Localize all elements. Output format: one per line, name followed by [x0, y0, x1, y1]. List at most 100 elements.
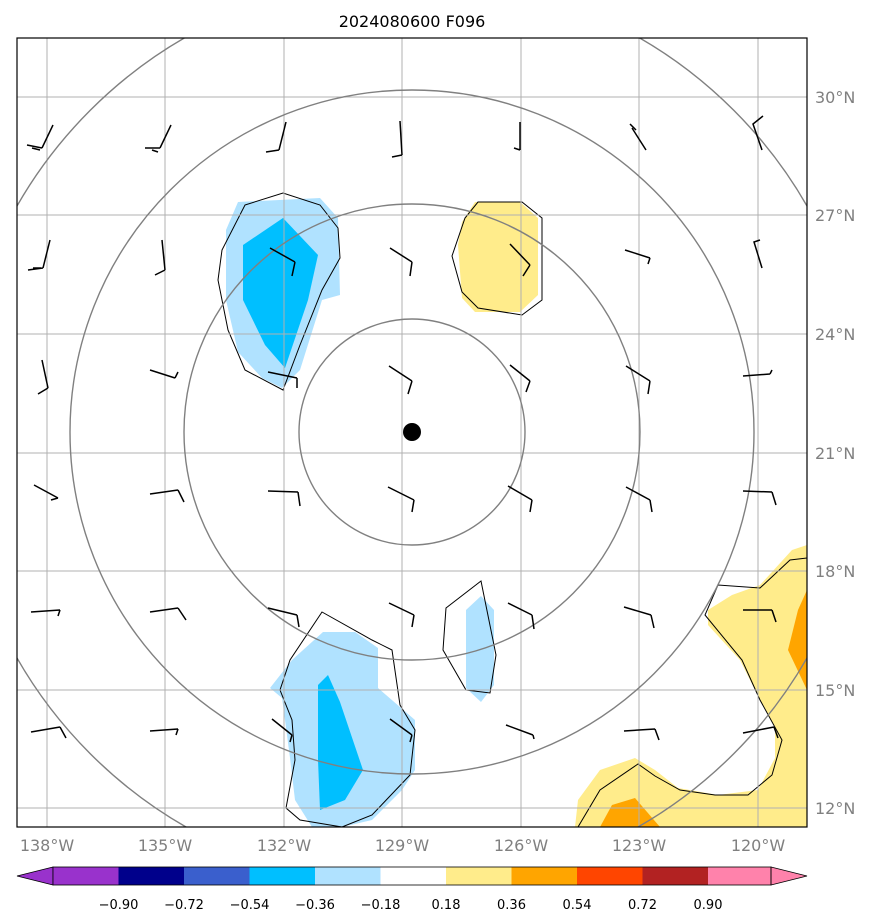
range-ring	[298, 318, 526, 546]
colorbar-segment	[53, 867, 119, 885]
wind-barb	[507, 602, 535, 630]
lat-axis-labels: 12°N 15°N 18°N 21°N 24°N 27°N 30°N	[815, 88, 855, 818]
storm-center-marker	[403, 423, 421, 441]
colorbar-tick-label: 0.90	[694, 898, 723, 913]
colorbar-tick-label: −0.90	[99, 898, 139, 913]
wind-barb	[149, 489, 185, 503]
wind-barb	[30, 609, 61, 617]
wind-barb	[30, 726, 67, 739]
colorbar-tick-label: 0.36	[497, 898, 526, 913]
colorbar-segment	[118, 867, 184, 885]
wind-barb	[624, 249, 651, 265]
wind-barb	[389, 718, 413, 743]
colorbar-segment	[446, 867, 512, 885]
colorbar: −0.90 −0.72 −0.54 −0.36 −0.18 0.18 0.36 …	[16, 866, 808, 913]
filled-contours	[226, 198, 807, 827]
range-ring	[17, 38, 807, 827]
wind-barb	[388, 602, 415, 628]
lat-tick-label: 15°N	[815, 681, 855, 700]
wind-barb	[149, 369, 179, 379]
negative-anomaly-region-strong	[243, 218, 318, 368]
colorbar-extend-low	[16, 866, 54, 886]
wind-barb	[505, 724, 535, 740]
positive-anomaly-region	[458, 202, 538, 312]
wind-barb	[389, 247, 413, 277]
colorbar-outline	[52, 866, 772, 886]
lon-tick-label: 120°W	[731, 836, 786, 855]
lat-tick-label: 12°N	[815, 799, 855, 818]
wind-barb	[27, 239, 51, 271]
lon-tick-label: 138°W	[20, 836, 75, 855]
colorbar-segment	[577, 867, 643, 885]
wind-barb	[743, 609, 777, 623]
map-gridlines	[17, 38, 807, 827]
contour-line	[217, 192, 341, 391]
wind-barb	[269, 247, 296, 277]
lon-axis-labels: 138°W 135°W 132°W 129°W 126°W 123°W 120°…	[20, 836, 786, 855]
wind-barb	[149, 607, 187, 621]
positive-anomaly-region-strong	[600, 798, 660, 827]
colorbar-tick-label: −0.36	[295, 898, 335, 913]
wind-barb	[271, 718, 293, 743]
lat-tick-label: 27°N	[815, 206, 855, 225]
wind-barb	[37, 359, 49, 395]
wind-barb	[388, 365, 413, 395]
colorbar-segment	[380, 867, 446, 885]
wind-barb	[33, 484, 59, 501]
wind-barb	[149, 728, 179, 736]
wind-barb	[387, 486, 415, 513]
colorbar-tick-label: −0.54	[230, 898, 270, 913]
lat-tick-label: 18°N	[815, 562, 855, 581]
wind-barb	[267, 607, 300, 628]
lon-tick-label: 135°W	[138, 836, 193, 855]
wind-barb	[267, 490, 301, 507]
wind-barb	[154, 239, 166, 276]
wind-barb	[26, 124, 54, 151]
range-ring	[69, 89, 755, 775]
wind-barb	[625, 486, 653, 513]
contour-line	[451, 201, 543, 316]
colorbar-tick-label: 0.72	[628, 898, 657, 913]
lon-tick-label: 132°W	[257, 836, 312, 855]
wind-barb	[742, 369, 773, 377]
negative-anomaly-region-strong	[318, 675, 363, 810]
wind-barb	[265, 121, 287, 153]
wind-barb	[509, 243, 531, 277]
wind-barb	[507, 485, 533, 513]
wind-barb	[513, 122, 521, 151]
lon-tick-label: 126°W	[494, 836, 549, 855]
positive-anomaly-region	[575, 545, 807, 827]
wind-barb	[509, 364, 531, 393]
map-title: 2024080600 F096	[339, 12, 486, 31]
colorbar-tick-label: 0.18	[432, 898, 461, 913]
wind-barb	[742, 490, 777, 506]
wind-barb	[752, 115, 764, 151]
colorbar-tick-label: 0.54	[563, 898, 592, 913]
colorbar-segment	[184, 867, 250, 885]
colorbar-tick-label: −0.18	[361, 898, 401, 913]
colorbar-segment	[315, 867, 381, 885]
wind-barbs	[26, 115, 779, 743]
colorbar-segment	[708, 867, 771, 885]
range-rings	[17, 38, 807, 827]
wind-barb	[629, 123, 647, 151]
range-ring	[183, 203, 641, 661]
lat-tick-label: 24°N	[815, 325, 855, 344]
wind-barb	[625, 365, 651, 395]
wind-barb	[623, 728, 660, 741]
wind-barb	[742, 726, 779, 739]
contour-line	[577, 557, 807, 827]
wind-barb	[753, 239, 763, 269]
colorbar-extend-high	[770, 866, 808, 886]
map-plot-area	[17, 38, 807, 827]
colorbar-tick-label: −0.72	[164, 898, 204, 913]
colorbar-segment	[642, 867, 708, 885]
wind-barb	[267, 371, 298, 388]
lon-tick-label: 123°W	[612, 836, 667, 855]
lon-tick-label: 129°W	[375, 836, 430, 855]
lat-tick-label: 21°N	[815, 444, 855, 463]
wind-barb	[145, 124, 172, 153]
lat-tick-label: 30°N	[815, 88, 855, 107]
map-frame	[16, 37, 808, 828]
colorbar-segment	[249, 867, 315, 885]
